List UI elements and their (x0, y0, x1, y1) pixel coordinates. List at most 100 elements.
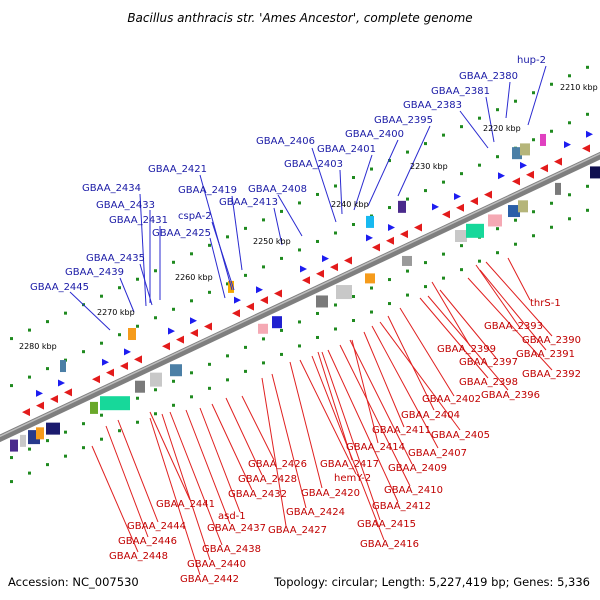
tick-dot (460, 172, 463, 176)
gene-label[interactable]: GBAA_2442 (180, 574, 239, 585)
leader-line (459, 110, 489, 149)
gene-label[interactable]: GBAA_2420 (301, 488, 360, 499)
gene-arrow (470, 197, 478, 206)
gene-label[interactable]: GBAA_2397 (459, 357, 518, 368)
gene-label[interactable]: thrS-1 (530, 298, 561, 309)
gene-label[interactable]: GBAA_2413 (219, 197, 278, 208)
leader-line (161, 413, 211, 561)
gene-label[interactable]: cspA-2 (178, 211, 212, 222)
gene-arrow (442, 210, 450, 219)
tick-dot (298, 201, 301, 205)
gene-label[interactable]: GBAA_2390 (522, 335, 581, 346)
tick-dot (460, 125, 463, 129)
gene-label[interactable]: GBAA_2415 (357, 519, 416, 530)
gene-label[interactable]: GBAA_2393 (484, 321, 543, 332)
gene-label[interactable]: GBAA_2419 (178, 185, 237, 196)
gene-label[interactable]: asd-1 (218, 511, 246, 522)
gene-label[interactable]: GBAA_2398 (459, 377, 518, 388)
map-title: Bacillus anthracis str. 'Ames Ancestor',… (127, 11, 472, 25)
gene-label[interactable]: GBAA_2403 (284, 159, 343, 170)
tick-dot (586, 208, 589, 212)
gene-label[interactable]: GBAA_2409 (388, 463, 447, 474)
gene-label[interactable]: GBAA_2425 (152, 228, 211, 239)
gene-label[interactable]: GBAA_2445 (30, 282, 89, 293)
gene-label[interactable]: GBAA_2383 (403, 100, 462, 111)
gene-arrow (372, 243, 380, 252)
gene-label[interactable]: GBAA_2441 (156, 499, 215, 510)
gene-label[interactable]: GBAA_2399 (437, 344, 496, 355)
gene-label[interactable]: GBAA_2435 (86, 253, 145, 264)
gene-label[interactable]: GBAA_2395 (374, 115, 433, 126)
gene-label[interactable]: GBAA_2412 (372, 501, 431, 512)
tick-dot (532, 91, 535, 95)
gene-label[interactable]: GBAA_2405 (431, 430, 490, 441)
tick-dot (316, 335, 319, 339)
gene-block (466, 223, 484, 238)
leader-line (379, 321, 461, 431)
tick-label-2240: 2240 kbp (331, 200, 369, 209)
leader-line (505, 81, 511, 119)
leader-line (289, 361, 323, 489)
gene-label[interactable]: GBAA_2439 (65, 267, 124, 278)
leader-line (231, 195, 243, 271)
gene-label[interactable]: GBAA_2391 (516, 349, 575, 360)
tick-label-2250: 2250 kbp (253, 237, 291, 246)
tick-dot (262, 361, 265, 365)
gene-label[interactable]: GBAA_2438 (202, 544, 261, 555)
upper-gene-labels: hup-2 GBAA_2380 GBAA_2381 GBAA_2383 GBAA… (30, 55, 546, 293)
gene-label[interactable]: GBAA_2424 (286, 507, 345, 518)
gene-label[interactable]: GBAA_2411 (372, 425, 431, 436)
tick-dot (568, 121, 571, 125)
gene-label[interactable]: hup-2 (517, 55, 546, 66)
gene-label[interactable]: GBAA_2414 (346, 442, 405, 453)
tick-dot (208, 386, 211, 390)
gene-label[interactable]: hemY-2 (334, 473, 371, 484)
gene-label[interactable]: GBAA_2417 (320, 459, 379, 470)
gene-block (135, 380, 145, 393)
gene-label[interactable]: GBAA_2402 (422, 394, 481, 405)
gene-label[interactable]: GBAA_2437 (207, 523, 266, 534)
gene-label[interactable]: GBAA_2426 (248, 459, 307, 470)
gene-label[interactable]: GBAA_2427 (268, 525, 327, 536)
gene-label[interactable]: GBAA_2448 (109, 551, 168, 562)
gene-label[interactable]: GBAA_2431 (109, 215, 168, 226)
gene-label[interactable]: GBAA_2428 (238, 474, 297, 485)
tick-dot (154, 316, 157, 320)
gene-label[interactable]: GBAA_2400 (345, 129, 404, 140)
gene-label[interactable]: GBAA_2433 (96, 200, 155, 211)
tick-dot (136, 396, 139, 400)
gene-label[interactable]: GBAA_2404 (401, 410, 460, 421)
leader-line (271, 373, 307, 509)
tick-dot (442, 133, 445, 137)
gene-label[interactable]: GBAA_2440 (187, 559, 246, 570)
gene-arrow (64, 388, 72, 397)
tick-dot (28, 471, 31, 475)
gene-label[interactable]: GBAA_2408 (248, 184, 307, 195)
gene-arrow (582, 144, 590, 153)
tick-label-2270: 2270 kbp (97, 308, 135, 317)
gene-arrow (388, 224, 395, 232)
tick-dot (10, 384, 13, 388)
gene-label[interactable]: GBAA_2432 (228, 489, 287, 500)
gene-arrow (134, 355, 142, 364)
tick-dot (568, 217, 571, 221)
tick-dot (586, 184, 589, 188)
gene-label[interactable]: GBAA_2396 (481, 390, 540, 401)
gene-label[interactable]: GBAA_2434 (82, 183, 141, 194)
gene-label[interactable]: GBAA_2421 (148, 164, 207, 175)
gene-label[interactable]: GBAA_2392 (522, 369, 581, 380)
gene-label[interactable]: GBAA_2401 (317, 144, 376, 155)
gene-label[interactable]: GBAA_2444 (127, 521, 186, 532)
gene-label[interactable]: GBAA_2407 (408, 448, 467, 459)
gene-label[interactable]: GBAA_2380 (459, 71, 518, 82)
gene-label[interactable]: GBAA_2406 (256, 136, 315, 147)
gene-label[interactable]: GBAA_2410 (384, 485, 443, 496)
gene-arrow (344, 256, 352, 265)
gene-label[interactable]: GBAA_2416 (360, 539, 419, 550)
gene-label[interactable]: GBAA_2446 (118, 536, 177, 547)
tick-dot (496, 227, 499, 231)
leader-line (485, 96, 495, 143)
gene-label[interactable]: GBAA_2381 (431, 86, 490, 97)
tick-dot (370, 286, 373, 290)
tick-dot (496, 251, 499, 255)
